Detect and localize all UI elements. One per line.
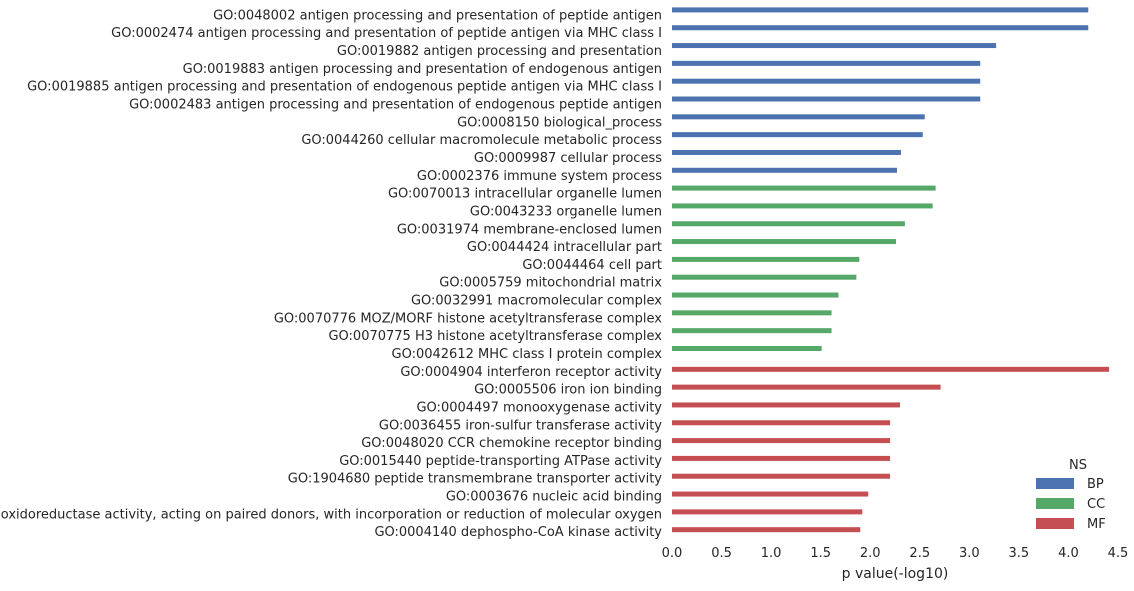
category-label: GO:0031974 membrane-enclosed lumen — [397, 222, 662, 237]
bar-bp — [672, 60, 981, 66]
category-label: GO:0015440 peptide-transporting ATPase a… — [339, 454, 662, 469]
x-tick-label: 0.0 — [662, 546, 683, 561]
bar-mf — [672, 420, 891, 426]
bar-bp — [672, 25, 1089, 31]
x-tick-label: 1.5 — [810, 546, 831, 561]
category-label: GO:0048002 antigen processing and presen… — [213, 8, 662, 23]
bar-cc — [672, 328, 832, 334]
bar-mf — [672, 491, 869, 497]
bar-bp — [672, 114, 925, 120]
x-tick-label: 2.5 — [909, 546, 930, 561]
bar-bp — [672, 149, 901, 155]
bar-mf — [672, 473, 891, 479]
category-label: GO:0008150 biological_process — [457, 115, 662, 130]
category-label: GO:0044424 intracellular part — [467, 240, 662, 255]
bar-bp — [672, 7, 1089, 13]
legend-swatch-bp — [1036, 478, 1074, 489]
category-label: GO:0005506 iron ion binding — [474, 383, 662, 398]
bar-bp — [672, 43, 997, 49]
bar-mf — [672, 455, 891, 461]
category-label: GO:0002474 antigen processing and presen… — [111, 26, 662, 41]
legend-label: BP — [1087, 477, 1104, 492]
x-tick-label: 2.0 — [860, 546, 881, 561]
category-label: GO:0048020 CCR chemokine receptor bindin… — [361, 436, 662, 451]
bar-cc — [672, 274, 857, 280]
category-label: GO:0070776 MOZ/MORF histone acetyltransf… — [274, 311, 662, 326]
x-tick-label: 3.5 — [1009, 546, 1030, 561]
x-tick-label: 4.5 — [1108, 546, 1129, 561]
bar-cc — [672, 221, 905, 227]
category-label: GO:0019885 antigen processing and presen… — [27, 80, 662, 95]
category-label: GO:0004904 interferon receptor activity — [400, 365, 662, 380]
category-label: GO:0019883 antigen processing and presen… — [183, 62, 662, 77]
bar-cc — [672, 239, 896, 245]
bar-cc — [672, 345, 822, 351]
category-label: GO:0004140 dephospho-CoA kinase activity — [374, 525, 662, 540]
x-tick-label: 1.0 — [761, 546, 782, 561]
legend-swatch-mf — [1036, 518, 1074, 529]
category-label: GO:0032991 macromolecular complex — [411, 294, 662, 309]
bar-mf — [672, 384, 941, 390]
category-label: GO:0044464 cell part — [522, 258, 662, 273]
bar-cc — [672, 256, 860, 262]
legend-label: MF — [1087, 517, 1106, 532]
bar-mf — [672, 438, 891, 444]
x-tick-label: 0.5 — [711, 546, 732, 561]
bars-layer — [672, 7, 1110, 533]
category-label: GO:0003676 nucleic acid binding — [446, 490, 662, 505]
category-labels-layer: GO:0048002 antigen processing and presen… — [0, 8, 662, 540]
bar-bp — [672, 132, 923, 138]
category-label: GO:0043233 organelle lumen — [470, 204, 662, 219]
legend: NS BP CC MF — [1036, 458, 1106, 532]
bar-bp — [672, 96, 981, 102]
x-axis: 0.0 0.5 1.0 1.5 2.0 2.5 3.0 3.5 4.0 4.5 — [662, 546, 1129, 561]
category-label: GO:0019882 antigen processing and presen… — [337, 44, 662, 59]
category-label: GO:0002376 immune system process — [417, 169, 662, 184]
category-label: GO:0036455 iron-sulfur transferase activ… — [379, 418, 662, 433]
x-tick-label: 3.0 — [959, 546, 980, 561]
bar-mf — [672, 527, 861, 533]
bar-cc — [672, 185, 936, 191]
bar-cc — [672, 203, 933, 209]
category-label: GO:0016705 oxidoreductase activity, acti… — [0, 507, 662, 522]
category-label: GO:0004497 monooxygenase activity — [416, 400, 662, 415]
bar-bp — [672, 167, 897, 173]
category-label: GO:0042612 MHC class I protein complex — [392, 347, 663, 362]
bar-cc — [672, 292, 839, 298]
legend-swatch-cc — [1036, 498, 1074, 509]
category-label: GO:1904680 peptide transmembrane transpo… — [288, 472, 663, 487]
legend-title: NS — [1069, 458, 1087, 473]
category-label: GO:0044260 cellular macromolecule metabo… — [301, 133, 662, 148]
bar-mf — [672, 366, 1110, 372]
bar-mf — [672, 402, 900, 408]
category-label: GO:0070013 intracellular organelle lumen — [388, 187, 662, 202]
bar-cc — [672, 310, 832, 316]
category-label: GO:0009987 cellular process — [474, 151, 662, 166]
legend-label: CC — [1087, 497, 1105, 512]
x-axis-label: p value(-log10) — [842, 566, 949, 582]
bar-bp — [672, 78, 981, 84]
category-label: GO:0005759 mitochondrial matrix — [439, 276, 662, 291]
category-label: GO:0002483 antigen processing and presen… — [129, 98, 662, 113]
bar-mf — [672, 509, 863, 515]
x-tick-label: 4.0 — [1058, 546, 1079, 561]
category-label: GO:0070775 H3 histone acetyltransferase … — [328, 329, 662, 344]
